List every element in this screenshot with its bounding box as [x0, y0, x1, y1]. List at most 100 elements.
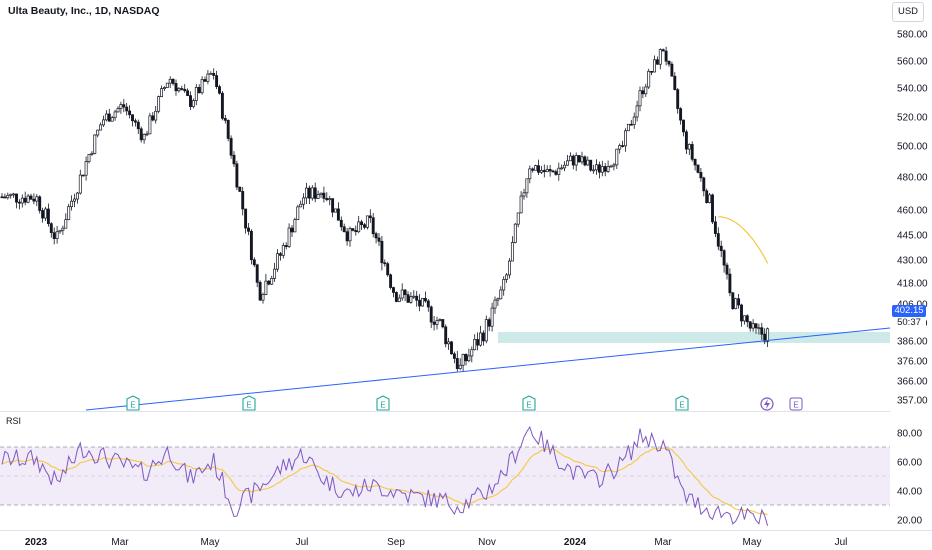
candle-up — [609, 165, 613, 168]
candle-up — [75, 192, 79, 200]
candle-down — [226, 119, 230, 139]
candle-down — [249, 230, 253, 261]
candle-down — [542, 170, 546, 173]
candle-up — [467, 355, 471, 362]
candle-down — [0, 196, 4, 199]
candle-down — [383, 262, 387, 265]
earnings-icon[interactable] — [242, 395, 256, 411]
candle-down — [760, 327, 764, 335]
candle-up — [116, 108, 120, 113]
candle-up — [148, 115, 152, 135]
last-price-tag: 402.15 — [892, 305, 926, 317]
candle-down — [229, 138, 233, 156]
candle-down — [220, 92, 224, 119]
candle-down — [650, 70, 654, 73]
candle-up — [334, 208, 337, 213]
support-zone[interactable] — [498, 332, 890, 343]
candle-down — [218, 86, 221, 94]
candle-down — [235, 163, 239, 188]
candle-down — [722, 250, 726, 266]
upcoming-earnings-letter: E — [793, 401, 798, 410]
chart-title: Ulta Beauty, Inc., 1D, NASDAQ — [8, 5, 160, 17]
candle-down — [368, 215, 372, 219]
candle-up — [421, 297, 424, 307]
candle-down — [377, 237, 381, 242]
candle-down — [189, 95, 192, 107]
candle-down — [238, 186, 242, 192]
candle-down — [476, 339, 480, 346]
earnings-letter: E — [679, 401, 684, 410]
time-tick-label: May — [743, 537, 762, 548]
candle-down — [441, 319, 445, 328]
candle-down — [38, 196, 42, 211]
candle-down — [621, 145, 625, 147]
currency-button[interactable]: USD — [892, 2, 924, 22]
candle-down — [136, 121, 140, 130]
upcoming-earnings-icon[interactable] — [789, 397, 803, 411]
candle-up — [44, 208, 47, 219]
candle-up — [35, 196, 39, 202]
candle-down — [255, 264, 259, 283]
trendline[interactable] — [85, 327, 891, 411]
candle-down — [487, 319, 491, 327]
candle-up — [496, 298, 500, 301]
price-axis[interactable]: 580.00 560.00 540.00 520.00 500.00 480.00 460.… — [897, 30, 928, 407]
candle-up — [348, 228, 352, 242]
time-axis[interactable]: 2023 Mar May Jul Sep Nov 2024 Mar May Jul — [25, 537, 848, 548]
candle-down — [215, 75, 219, 88]
candle-up — [539, 170, 543, 173]
candle-down — [386, 263, 390, 276]
candle-down — [464, 353, 468, 362]
earnings-icon[interactable] — [675, 395, 689, 411]
earnings-letter: E — [246, 401, 251, 410]
candle-down — [679, 108, 683, 121]
candle-down — [667, 60, 671, 65]
candle-up — [264, 280, 268, 295]
candle-down — [740, 304, 743, 322]
earnings-icon[interactable] — [376, 395, 390, 411]
candle-down — [325, 198, 329, 201]
candle-up — [328, 198, 332, 201]
rsi-tick-label: 80.00 — [897, 429, 922, 440]
earnings-icon[interactable] — [126, 395, 140, 411]
candle-down — [589, 159, 593, 171]
candle-down — [133, 120, 137, 123]
candle-up — [461, 353, 465, 366]
candle-down — [125, 106, 129, 112]
candle-down — [267, 280, 271, 285]
rsi-label[interactable]: RSI — [6, 416, 22, 426]
candle-up — [626, 123, 630, 132]
candle-up — [316, 194, 320, 199]
candle-down — [597, 164, 601, 173]
candle-down — [336, 208, 340, 221]
candle-up — [162, 87, 166, 89]
candle-down — [690, 144, 694, 160]
candle-down — [702, 177, 706, 192]
candle-down — [203, 79, 207, 82]
candle-down — [719, 245, 723, 251]
candle-down — [290, 227, 294, 233]
candle-up — [606, 166, 610, 172]
candle-down — [313, 187, 317, 199]
candle-down — [278, 253, 282, 256]
price-tick-label: 480.00 — [897, 173, 928, 184]
candle-down — [258, 281, 262, 301]
candle-up — [470, 349, 474, 357]
candle-down — [186, 90, 190, 96]
candle-up — [568, 155, 572, 162]
dividend-flash-icon[interactable] — [760, 397, 774, 411]
candle-up — [305, 187, 308, 199]
candle-down — [429, 306, 433, 323]
price-tick-label: 445.00 — [897, 231, 928, 242]
candle-down — [548, 169, 552, 172]
candle-down — [241, 191, 245, 210]
candle-down — [354, 230, 358, 233]
candle-down — [415, 295, 419, 301]
candle-up — [110, 117, 114, 122]
candle-down — [23, 197, 27, 203]
earnings-icon[interactable] — [522, 395, 536, 411]
candle-up — [484, 319, 488, 342]
candle-down — [128, 110, 132, 116]
rsi-axis[interactable]: 80.00 60.00 40.00 20.00 — [897, 429, 922, 527]
